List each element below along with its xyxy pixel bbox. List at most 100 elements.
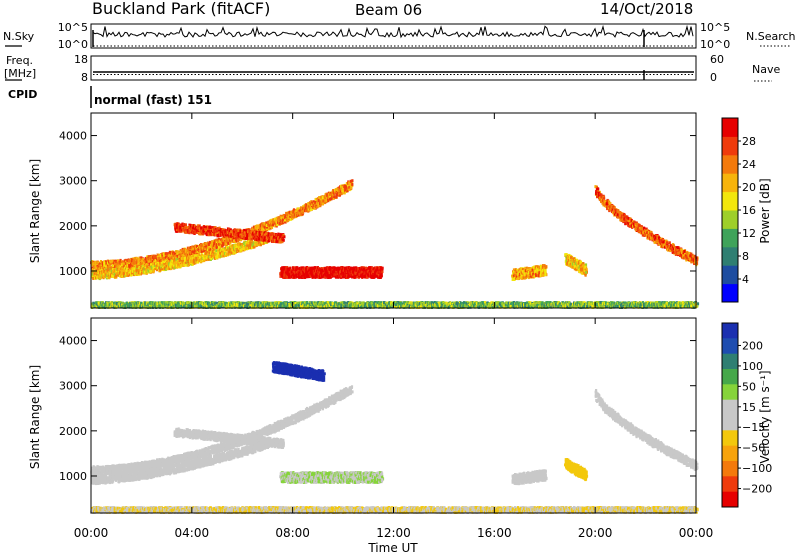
power-cell: [223, 230, 226, 234]
power-cell: [108, 276, 111, 280]
power-cell: [131, 272, 134, 276]
power-cell: [347, 183, 350, 187]
power-cell: [270, 226, 274, 230]
power-cell: [179, 254, 182, 258]
power-cell: [109, 270, 112, 274]
power-cell: [228, 229, 232, 233]
power-cell: [110, 259, 114, 263]
power-cell: [102, 272, 105, 276]
power-cell: [227, 241, 230, 245]
power-cell: [112, 264, 116, 268]
power-cell: [207, 245, 210, 249]
power-cell: [194, 254, 197, 258]
nave-label: Nave: [752, 63, 780, 76]
power-cell: [278, 218, 281, 222]
power-cell: [224, 229, 227, 233]
power-cell: [262, 223, 265, 227]
power-cell: [215, 246, 218, 250]
power-cell: [268, 223, 271, 227]
power-cell: [137, 257, 140, 261]
power-cell: [183, 250, 186, 254]
cpid-panel: CPID normal (fast) 151: [8, 86, 212, 108]
power-cell: [198, 224, 201, 228]
power-cell: [205, 249, 208, 253]
power-cell: [188, 223, 191, 227]
power-cell: [282, 266, 285, 270]
power-cell: [191, 231, 194, 235]
power-cell: [344, 184, 347, 188]
power-cell: [258, 230, 261, 234]
power-cell: [196, 224, 199, 228]
power-cell: [196, 258, 199, 262]
power-cell: [223, 236, 226, 240]
power-cell: [224, 247, 227, 251]
power-cell: [247, 243, 250, 247]
power-cell: [321, 201, 324, 205]
power-cell: [174, 225, 177, 229]
power-cell: [247, 240, 250, 244]
power-cell: [307, 202, 310, 205]
freq-tick-top: 18: [74, 53, 88, 66]
power-cell: [104, 273, 107, 277]
power-cell: [176, 227, 179, 231]
power-cell: [168, 262, 171, 266]
power-cell: [182, 223, 185, 226]
power-cell: [326, 194, 329, 198]
power-cell: [190, 227, 193, 231]
power-cell: [292, 208, 296, 212]
power-cell: [150, 259, 153, 263]
power-cell: [261, 231, 264, 235]
power-cell: [293, 273, 296, 277]
power-cell: [168, 258, 171, 262]
power-cell: [216, 227, 220, 231]
power-cell: [219, 240, 222, 244]
power-cell: [203, 256, 206, 260]
power-cell: [334, 190, 337, 194]
power-cell: [304, 206, 307, 210]
power-cell: [213, 256, 217, 260]
power-cell: [136, 259, 139, 263]
power-cell: [101, 270, 104, 273]
power-cell: [205, 227, 208, 231]
power-cell: [296, 266, 299, 270]
power-cell: [145, 260, 148, 264]
power-cell: [97, 261, 100, 265]
power-cell: [170, 252, 174, 256]
power-cell: [199, 232, 202, 236]
power-cell: [327, 199, 330, 203]
power-feature-central-blob: [279, 266, 384, 279]
power-cell: [220, 233, 223, 236]
power-cell: [174, 255, 177, 259]
power-cell: [234, 233, 238, 237]
power-cell: [180, 228, 183, 232]
power-cell: [105, 261, 108, 265]
power-cell: [337, 191, 340, 195]
power-cell: [119, 258, 122, 262]
power-cell: [181, 253, 184, 257]
power-cell: [213, 230, 216, 234]
power-cell: [318, 199, 321, 202]
power-cell: [266, 223, 270, 227]
power-cell: [228, 250, 231, 254]
power-cell: [104, 264, 107, 268]
power-cell: [194, 256, 197, 260]
power-cell: [173, 252, 176, 256]
power-cell: [127, 272, 130, 275]
power-cell: [261, 240, 264, 244]
power-cell: [132, 259, 135, 263]
power-cell: [198, 255, 201, 259]
power-cell: [302, 211, 305, 215]
power-cell: [268, 227, 271, 231]
power-cell: [242, 241, 246, 245]
power-cell: [281, 266, 284, 270]
power-cell: [236, 247, 239, 251]
power-cell: [160, 261, 163, 265]
power-cell: [183, 252, 187, 256]
power-cell: [135, 273, 138, 276]
power-cell: [228, 227, 231, 231]
power-cell: [234, 247, 237, 251]
freq-unit: [MHz]: [4, 67, 36, 80]
power-cell: [246, 230, 250, 234]
power-cell: [282, 270, 285, 273]
